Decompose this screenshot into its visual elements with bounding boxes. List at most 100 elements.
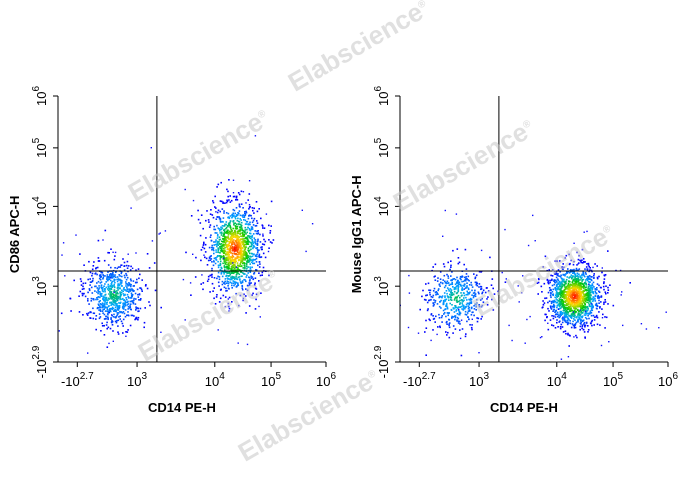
event-dot [447, 282, 449, 284]
event-dot [577, 281, 580, 283]
event-dot [100, 284, 103, 287]
event-dot [580, 260, 582, 262]
event-dot [120, 285, 123, 287]
event-dot [227, 245, 230, 247]
event-dot [107, 305, 110, 308]
event-dot [239, 233, 241, 235]
event-dot [139, 299, 142, 301]
event-dot [102, 296, 105, 299]
event-dot [105, 296, 108, 299]
event-dot [458, 312, 461, 315]
event-dot [111, 286, 113, 288]
event-dot [576, 291, 578, 294]
event-dot [241, 232, 244, 234]
event-dot [233, 258, 236, 261]
event-dot [107, 276, 110, 278]
event-dot [264, 240, 267, 243]
event-dot [236, 230, 239, 233]
event-dot [580, 307, 583, 310]
event-dot [212, 249, 215, 252]
event-dot [455, 309, 458, 311]
event-dot [213, 241, 215, 243]
y-tick-label: 105 [31, 137, 49, 157]
event-dot [552, 301, 554, 303]
event-dot [143, 326, 145, 329]
event-dot [592, 266, 594, 269]
event-dot [452, 332, 454, 334]
event-dot [591, 283, 594, 285]
event-dot [450, 294, 452, 297]
event-dot [245, 262, 248, 265]
event-dot [122, 318, 125, 321]
event-dot [89, 284, 91, 286]
event-dot [111, 276, 114, 278]
event-dot [587, 295, 590, 297]
plot-panel-2: -102.7 103 104 105 106-102.9103104105106CD14… [349, 86, 678, 415]
event-dot [585, 309, 587, 311]
event-dot [574, 301, 576, 304]
event-dot [425, 294, 427, 297]
event-dot [574, 304, 576, 307]
event-dot [69, 297, 71, 300]
event-dot [227, 256, 230, 258]
event-dot [467, 316, 469, 318]
event-dot [245, 257, 248, 260]
event-dot [160, 306, 162, 309]
event-dot [587, 325, 589, 327]
event-dot [553, 279, 556, 281]
event-dot [119, 275, 121, 277]
event-dot [239, 256, 241, 258]
event-dot [231, 258, 233, 261]
y-axis-title: CD86 APC-H [7, 196, 22, 274]
event-dot [455, 213, 458, 215]
event-dot [240, 224, 243, 227]
event-dot [116, 320, 118, 322]
event-dot [596, 288, 598, 291]
event-dot [255, 224, 258, 227]
event-dot [227, 275, 230, 277]
event-dot [460, 278, 462, 281]
event-dot [232, 241, 234, 243]
event-dot [602, 313, 604, 316]
event-dot [114, 274, 116, 276]
event-dot [446, 334, 448, 336]
event-dot [604, 327, 606, 329]
event-dot [81, 292, 84, 295]
event-dot [473, 308, 476, 310]
event-dot [119, 266, 122, 268]
event-dot [145, 284, 147, 286]
event-dot [224, 260, 226, 262]
event-dot [101, 272, 104, 274]
event-dot [245, 288, 247, 290]
event-dot [214, 195, 216, 198]
event-dot [436, 293, 438, 295]
event-dot [227, 212, 230, 215]
event-dot [589, 286, 592, 288]
event-dot [226, 261, 228, 264]
event-dot [98, 260, 101, 262]
event-dot [467, 292, 469, 294]
event-dot [213, 261, 215, 263]
event-dot [565, 291, 568, 293]
event-dot [465, 276, 467, 278]
event-dot [552, 269, 554, 271]
event-dot [458, 300, 460, 303]
event-dot [417, 332, 420, 334]
event-dot [446, 323, 448, 325]
event-dot [598, 296, 601, 298]
event-dot [585, 311, 587, 314]
event-dot [116, 292, 118, 294]
event-dot [222, 217, 225, 219]
event-dot [219, 217, 222, 220]
event-dot [131, 267, 134, 269]
event-dot [587, 312, 589, 315]
event-dot [258, 249, 260, 251]
event-dot [432, 315, 434, 317]
event-dot [104, 275, 106, 277]
event-dot [122, 332, 124, 334]
event-dot [238, 259, 241, 261]
event-dot [113, 296, 116, 298]
event-dot [596, 283, 599, 285]
event-dot [232, 212, 234, 215]
event-dot [97, 257, 100, 259]
